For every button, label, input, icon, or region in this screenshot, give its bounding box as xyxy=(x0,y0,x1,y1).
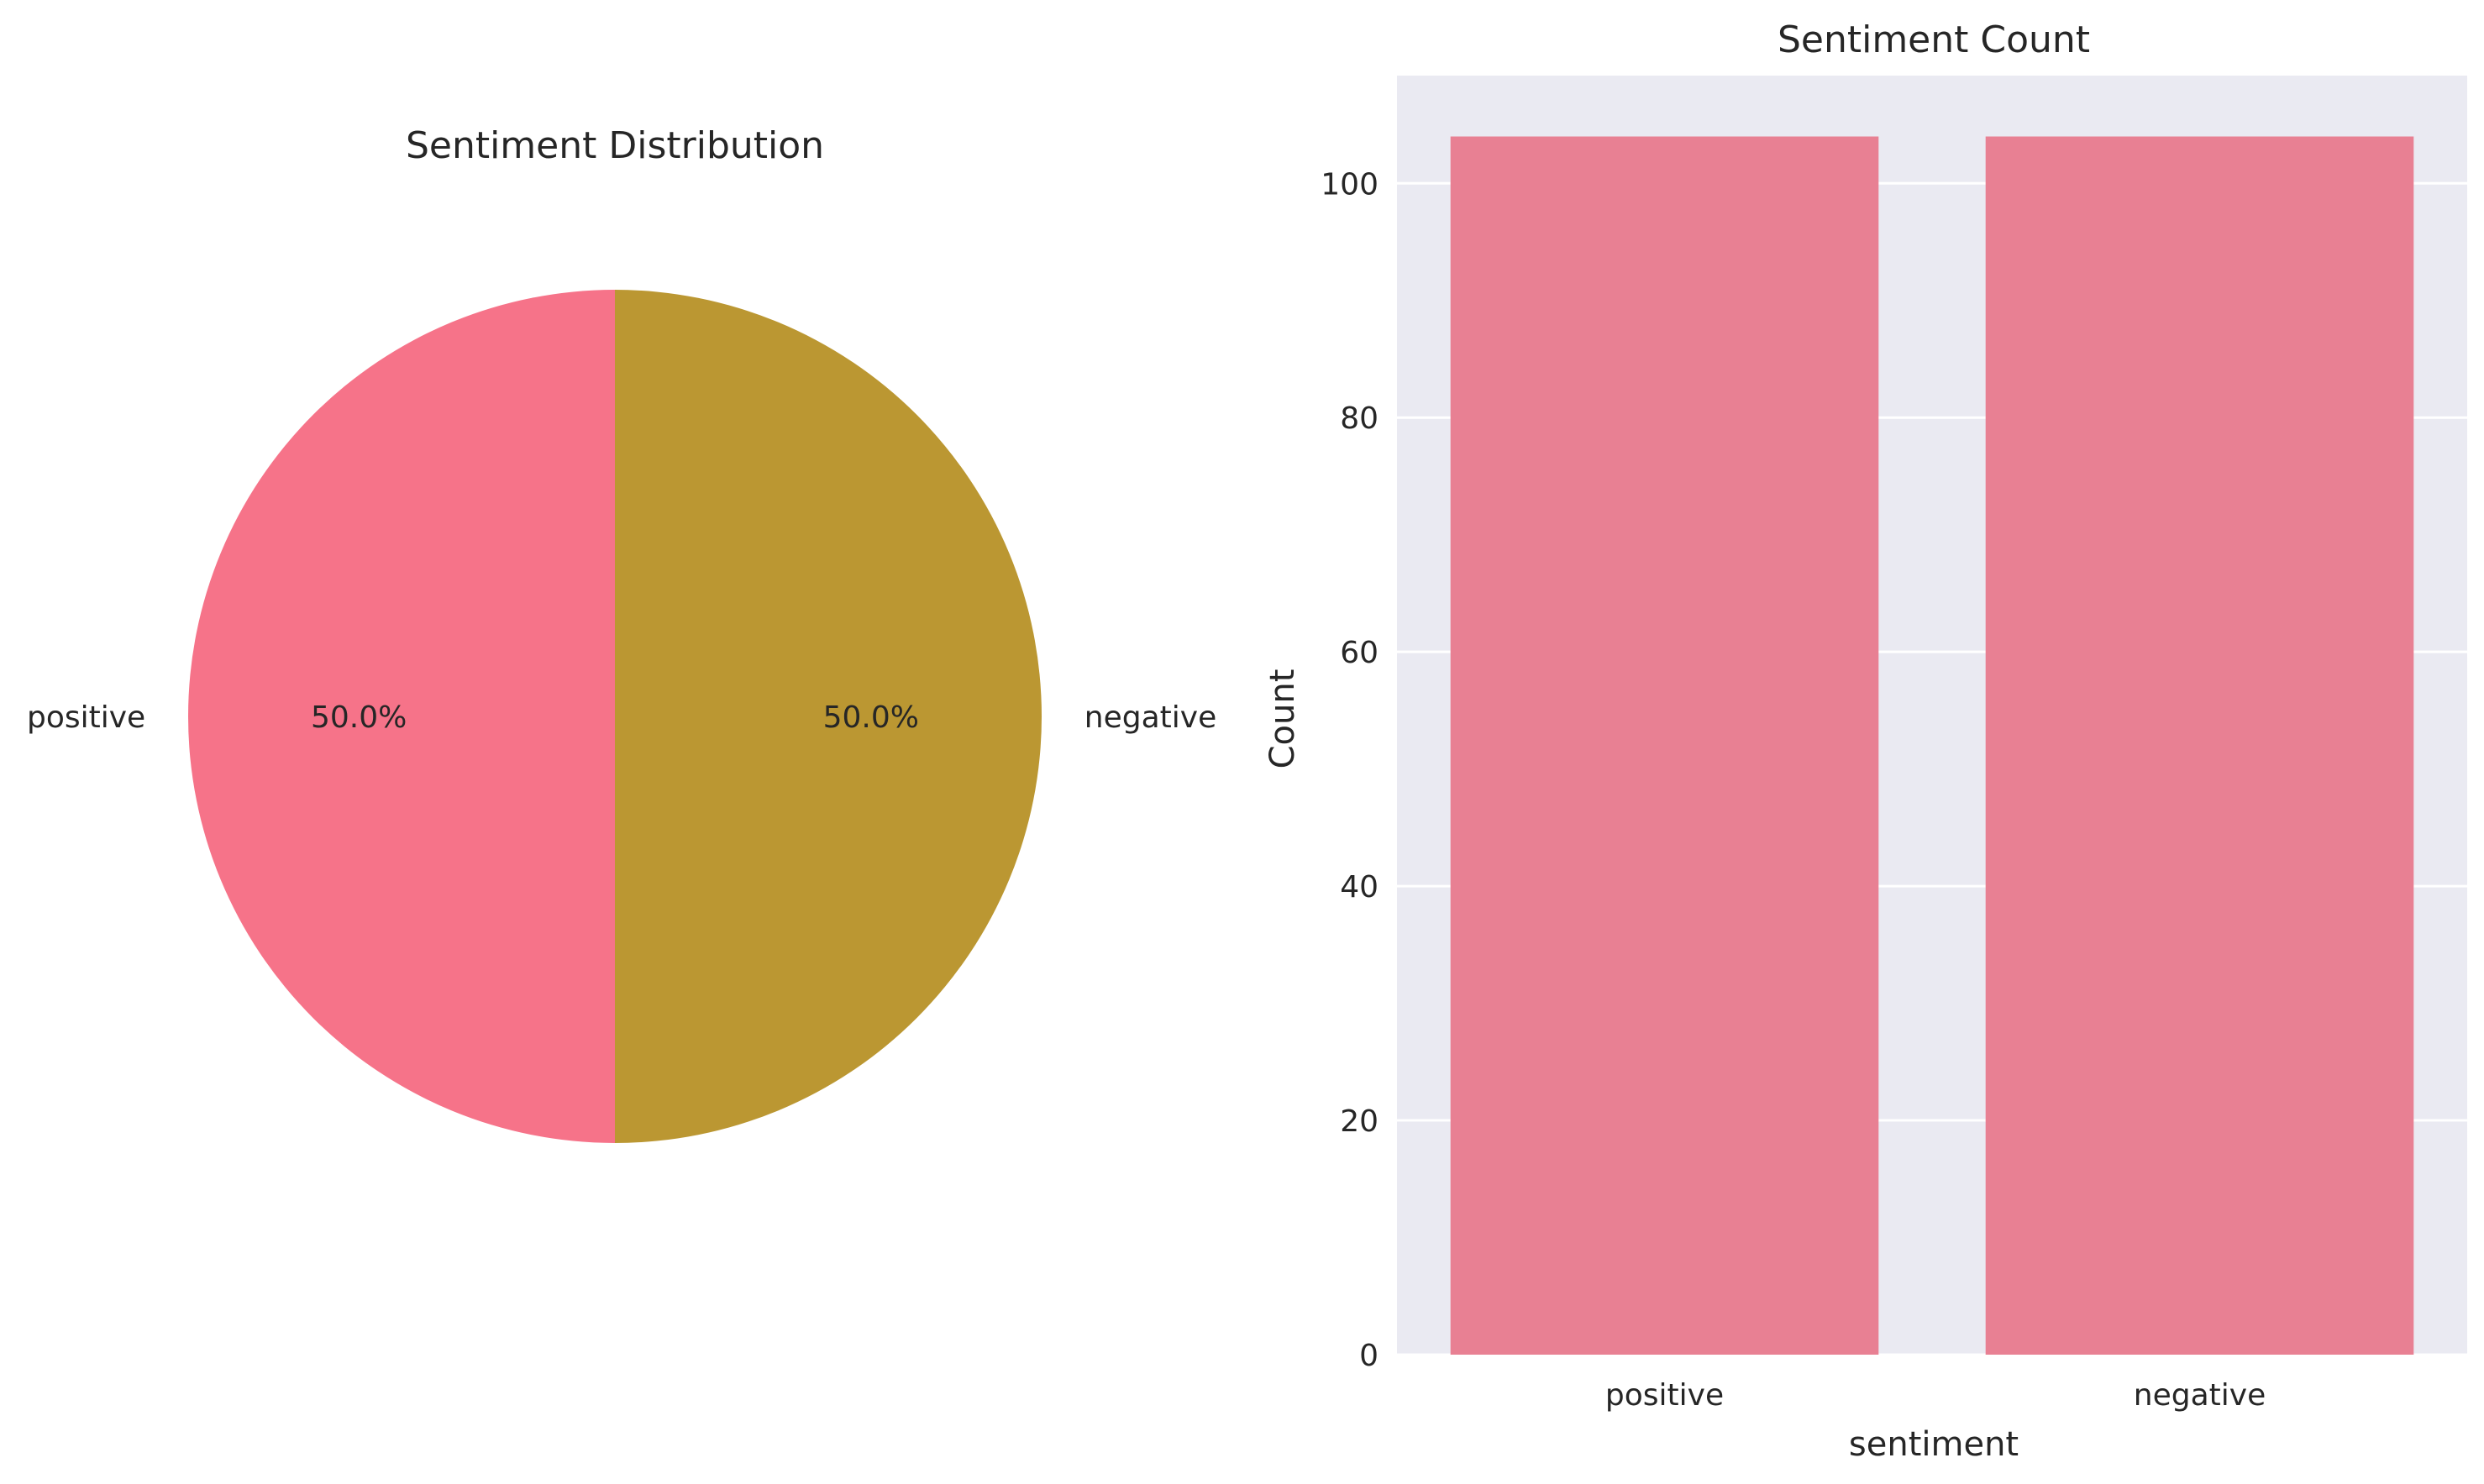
y-tick-label: 60 xyxy=(1340,636,1379,670)
bar-chart: Sentiment Count 0 20 40 60 80 100 positive neg… xyxy=(1263,18,2467,1464)
pie-chart: Sentiment Distribution 50.0%positive 50.0… xyxy=(27,124,1216,1143)
y-tick-labels: 0 20 40 60 80 100 xyxy=(1321,167,1379,1373)
y-tick-label: 0 xyxy=(1359,1339,1379,1373)
x-tick-label: positive xyxy=(1605,1378,1724,1413)
x-tick-labels: positive negative xyxy=(1605,1378,2266,1413)
pie-slice-negative xyxy=(615,290,1042,1143)
y-tick-label: 100 xyxy=(1321,167,1379,202)
x-tick-label: negative xyxy=(2134,1378,2266,1413)
pie-category-label: negative xyxy=(1084,700,1216,735)
x-axis-label: sentiment xyxy=(1849,1425,2019,1464)
pie-labels: 50.0% positive 50.0% negative xyxy=(27,700,1216,735)
bars xyxy=(1450,136,2414,1355)
pie-slices xyxy=(188,290,1042,1143)
pie-percent-label: 50.0% xyxy=(311,700,407,735)
bar-negative xyxy=(1985,136,2414,1355)
pie-title: Sentiment Distribution xyxy=(406,124,824,167)
y-tick-label: 40 xyxy=(1340,870,1379,905)
bar-title: Sentiment Count xyxy=(1778,18,2090,61)
y-tick-label: 20 xyxy=(1340,1104,1379,1139)
pie-percent-label: 50.0% xyxy=(823,700,919,735)
pie-slice-positive xyxy=(188,290,615,1143)
bar-positive xyxy=(1450,136,1879,1355)
y-axis-label: Count xyxy=(1263,669,1302,769)
y-tick-label: 80 xyxy=(1340,401,1379,436)
pie-category-label: positive xyxy=(27,700,145,735)
